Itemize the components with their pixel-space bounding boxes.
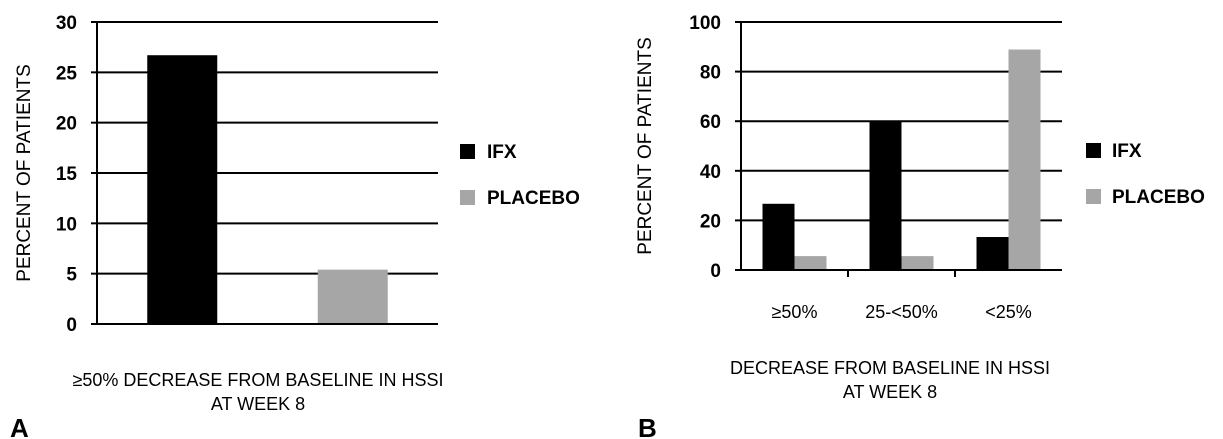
a-y-tick-label: 5 — [66, 265, 77, 286]
chart-b: 0 20 40 60 80 100 ≥50% 25-<50% <25% PERCENT OF … — [635, 13, 1205, 439]
a-y-tick-label: 25 — [56, 63, 78, 84]
b-x-tick-label: 25-<50% — [865, 302, 938, 322]
a-y-tick-label: 0 — [66, 315, 77, 336]
b-bar-placebo-1 — [901, 256, 934, 270]
b-legend-swatch-ifx — [1086, 143, 1101, 158]
a-legend-label-ifx: IFX — [487, 142, 517, 163]
a-y-ticks: 0 5 10 15 20 25 30 — [56, 13, 97, 336]
b-legend: IFX PLACEBO — [1086, 141, 1205, 208]
a-bar-ifx — [147, 55, 218, 324]
a-x-axis-label-line1: ≥50% DECREASE FROM BASELINE IN HSSI — [73, 370, 444, 390]
a-legend-swatch-placebo — [460, 190, 475, 205]
b-bars — [762, 49, 1041, 270]
b-y-tick-label: 0 — [710, 261, 721, 282]
b-y-tick-label: 20 — [700, 211, 721, 232]
a-bar-placebo — [317, 269, 388, 324]
a-y-tick-label: 10 — [56, 214, 77, 235]
b-x-tick-label: <25% — [985, 302, 1032, 322]
b-bar-ifx-2 — [976, 237, 1009, 270]
b-legend-swatch-placebo — [1086, 189, 1101, 204]
b-x-axis-label-line1: DECREASE FROM BASELINE IN HSSI — [730, 358, 1050, 378]
a-legend-swatch-ifx — [460, 144, 475, 159]
b-y-tick-label: 60 — [700, 112, 721, 133]
b-legend-label-ifx: IFX — [1112, 141, 1142, 162]
b-bar-ifx-1 — [869, 121, 902, 270]
b-bar-placebo-0 — [794, 256, 827, 270]
a-y-tick-label: 15 — [56, 164, 78, 185]
a-legend: IFX PLACEBO — [460, 142, 580, 209]
a-y-tick-label: 20 — [56, 114, 77, 135]
b-y-tick-label: 40 — [700, 162, 721, 183]
a-y-tick-label: 30 — [56, 13, 77, 34]
b-legend-label-placebo: PLACEBO — [1112, 187, 1205, 208]
b-y-ticks: 0 20 40 60 80 100 — [689, 13, 741, 282]
b-bar-ifx-0 — [762, 203, 795, 270]
b-x-tick-label: ≥50% — [772, 302, 818, 322]
a-x-axis-label-line2: AT WEEK 8 — [211, 394, 305, 414]
b-y-tick-label: 80 — [700, 63, 721, 84]
b-x-tick-labels: ≥50% 25-<50% <25% — [772, 270, 1032, 322]
a-legend-label-placebo: PLACEBO — [487, 188, 580, 209]
b-y-axis-label: PERCENT OF PATIENTS — [635, 37, 656, 254]
chart-a: 0 5 10 15 20 25 30 PERCENT OF PATIENTS IFX PLA… — [10, 13, 580, 439]
b-bar-placebo-2 — [1008, 49, 1041, 270]
panel-a-label: A — [10, 413, 29, 439]
b-x-axis-label-line2: AT WEEK 8 — [843, 382, 937, 402]
b-y-tick-label: 100 — [689, 13, 721, 34]
a-bars — [147, 55, 388, 324]
a-y-axis-label: PERCENT OF PATIENTS — [14, 64, 35, 281]
panel-b-label: B — [638, 413, 657, 439]
